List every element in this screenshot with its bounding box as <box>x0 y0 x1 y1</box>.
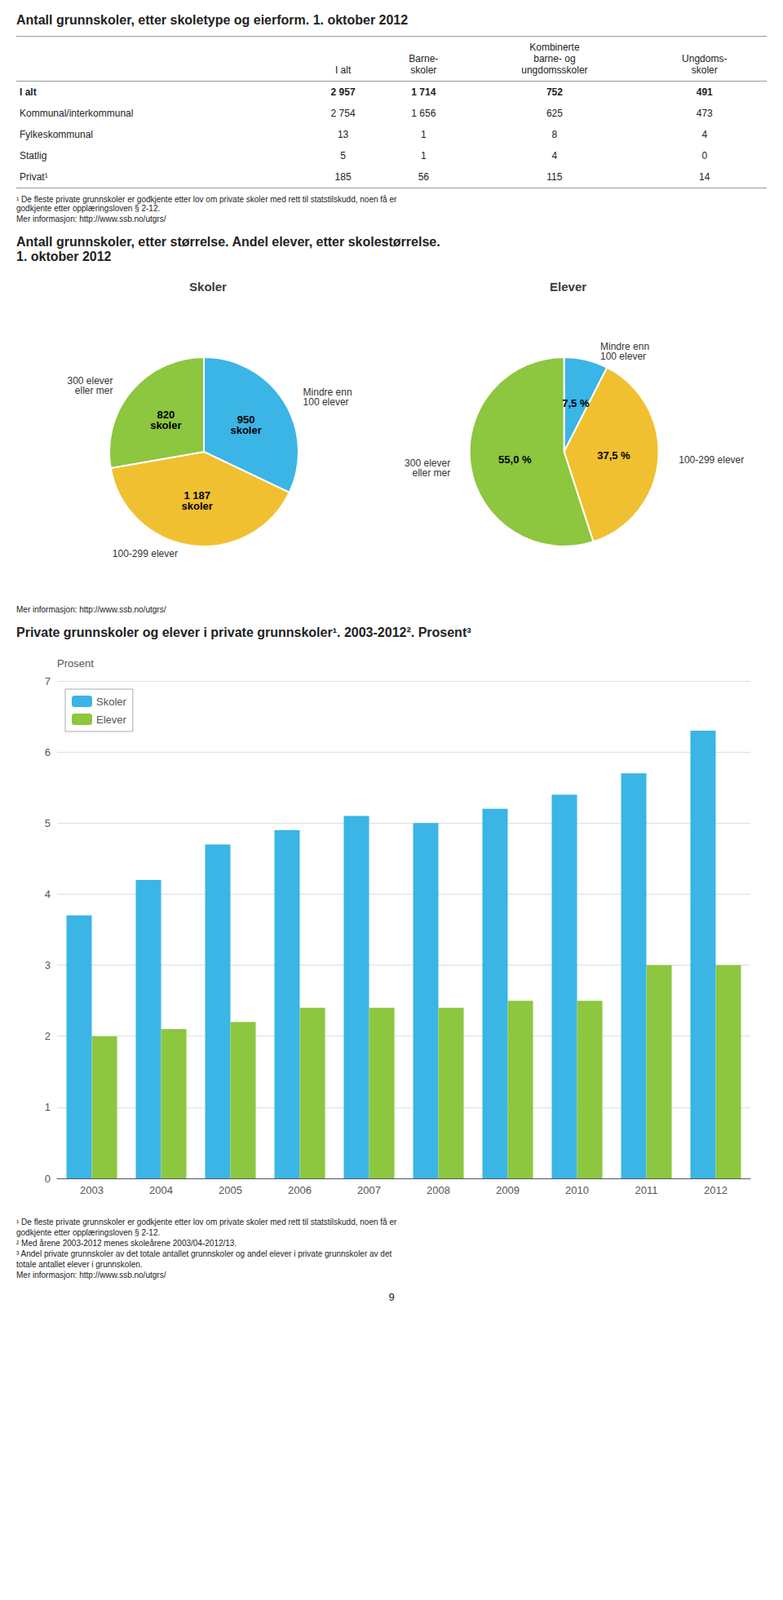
svg-text:Skoler: Skoler <box>189 279 227 294</box>
svg-text:skoler: skoler <box>230 424 261 437</box>
html-text:Mer informasjon: http://www.ss: Mer informasjon: http://www.ssb.no/utgrs… <box>16 605 166 615</box>
svg-text:2011: 2011 <box>635 1184 659 1197</box>
html-text:1: 1 <box>420 150 427 162</box>
html-text:14: 14 <box>698 171 710 183</box>
svg-text:Elever: Elever <box>96 713 128 726</box>
svg-text:1: 1 <box>44 1101 51 1114</box>
svg-text:2009: 2009 <box>495 1184 520 1197</box>
html-text:473: 473 <box>696 107 713 120</box>
html-text:9: 9 <box>388 1291 395 1304</box>
svg-text:300 elever: 300 elever <box>404 457 451 469</box>
svg-text:Skoler: Skoler <box>96 695 128 708</box>
html-text:4: 4 <box>551 150 558 162</box>
svg-text:2: 2 <box>44 1030 51 1043</box>
svg-text:Mindre enn: Mindre enn <box>303 386 353 398</box>
svg-text:300 elever: 300 elever <box>67 375 113 387</box>
html-text:5: 5 <box>340 150 346 162</box>
svg-text:skoler: skoler <box>150 419 182 432</box>
svg-text:2006: 2006 <box>287 1184 312 1197</box>
html-text:Barne- skoler: Barne- skoler <box>408 53 439 76</box>
html-text:Privat¹: Privat¹ <box>19 171 48 183</box>
svg-text:7: 7 <box>44 675 51 688</box>
svg-text:55,0 %: 55,0 % <box>498 453 532 466</box>
html-text:13: 13 <box>337 128 349 141</box>
svg-text:7,5 %: 7,5 % <box>561 397 590 410</box>
svg-text:950: 950 <box>237 413 255 427</box>
svg-text:2010: 2010 <box>565 1184 589 1197</box>
html-text:491: 491 <box>696 86 713 98</box>
svg-text:Prosent: Prosent <box>57 657 94 670</box>
html-text:115: 115 <box>546 171 563 183</box>
svg-text:100-299 elever: 100-299 elever <box>678 454 744 466</box>
html-text:Statlig: Statlig <box>19 150 47 162</box>
html-text:¹ De fleste private grunnskole: ¹ De fleste private grunnskoler er godkj… <box>16 194 397 213</box>
html-text:625: 625 <box>546 107 563 120</box>
html-text:8: 8 <box>551 128 558 141</box>
html-text:godkjente etter opplæringslove: godkjente etter opplæringsloven § 2-12. <box>16 1228 161 1238</box>
html-text:1 714: 1 714 <box>411 86 436 98</box>
html-text:Ungdoms- skoler: Ungdoms- skoler <box>681 53 728 76</box>
svg-text:2005: 2005 <box>218 1184 243 1197</box>
svg-text:2007: 2007 <box>357 1184 381 1197</box>
svg-text:3: 3 <box>44 959 51 972</box>
svg-text:100 elever: 100 elever <box>303 396 350 408</box>
html-text:Antall grunnskoler, etter stør: Antall grunnskoler, etter størrelse. And… <box>16 234 441 264</box>
svg-text:Elever: Elever <box>549 279 587 294</box>
html-text:Private grunnskoler og elever: Private grunnskoler og elever i private … <box>16 625 472 640</box>
html-text:Mer informasjon: http://www.ss: Mer informasjon: http://www.ssb.no/utgrs… <box>16 214 166 224</box>
html-text:I alt: I alt <box>19 86 37 98</box>
svg-text:37,5 %: 37,5 % <box>597 449 631 462</box>
html-text:Kombinerte barne- og ungdomssk: Kombinerte barne- og ungdomsskoler <box>521 41 588 76</box>
html-text:I alt: I alt <box>335 64 351 76</box>
html-text:Mer informasjon: http://www.ss: Mer informasjon: http://www.ssb.no/utgrs… <box>16 1270 166 1280</box>
html-text:² Med årene 2003-2012 menes sk: ² Med årene 2003-2012 menes skoleårene 2… <box>16 1238 237 1248</box>
html-text:Kommunal/interkommunal: Kommunal/interkommunal <box>19 107 134 120</box>
svg-text:eller mer: eller mer <box>75 384 114 397</box>
svg-text:5: 5 <box>44 817 51 830</box>
svg-text:4: 4 <box>44 888 51 901</box>
html-text:1: 1 <box>420 128 427 141</box>
html-text:totale antallet elever i grunn: totale antallet elever i grunnskolen. <box>16 1260 143 1270</box>
svg-text:2008: 2008 <box>426 1184 451 1197</box>
html-text:752: 752 <box>546 86 563 98</box>
html-text:0: 0 <box>701 150 708 162</box>
html-text:2 754: 2 754 <box>330 107 356 120</box>
html-text:1 656: 1 656 <box>411 107 436 120</box>
svg-text:1 187: 1 187 <box>183 489 211 502</box>
svg-text:100-299 elever: 100-299 elever <box>112 548 178 560</box>
html-text:4: 4 <box>701 128 708 141</box>
html-text:³ Andel private grunnskoler av: ³ Andel private grunnskoler av det total… <box>16 1249 392 1259</box>
svg-text:Mindre enn: Mindre enn <box>600 341 650 353</box>
svg-text:100 elever: 100 elever <box>600 350 646 363</box>
svg-text:skoler: skoler <box>181 499 213 513</box>
svg-text:2003: 2003 <box>79 1184 104 1197</box>
svg-text:eller mer: eller mer <box>411 467 451 479</box>
svg-text:0: 0 <box>44 1172 51 1186</box>
html-text:Antall grunnskoler, etter skol: Antall grunnskoler, etter skoletype og e… <box>16 13 408 27</box>
html-text:Fylkeskommunal: Fylkeskommunal <box>19 128 93 141</box>
html-text:¹ De fleste private grunnskole: ¹ De fleste private grunnskoler er godkj… <box>16 1217 397 1227</box>
svg-text:2012: 2012 <box>703 1184 728 1197</box>
html-text:2 957: 2 957 <box>330 86 356 98</box>
svg-text:820: 820 <box>157 408 175 421</box>
html-text:185: 185 <box>334 171 352 183</box>
svg-text:2004: 2004 <box>149 1184 173 1197</box>
html-text:56: 56 <box>418 171 430 183</box>
svg-text:6: 6 <box>44 746 51 759</box>
